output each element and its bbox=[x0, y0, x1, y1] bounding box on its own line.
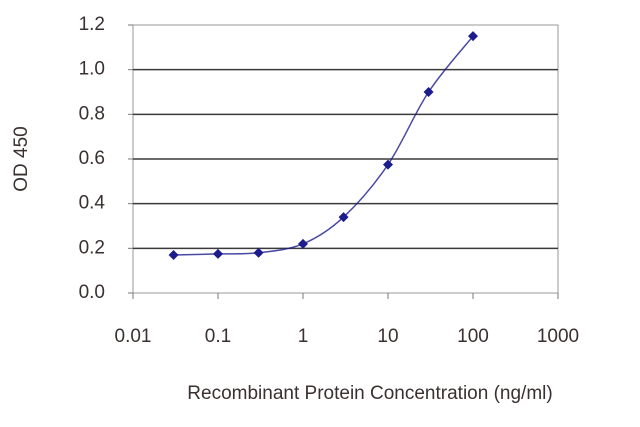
y-tick-label: 0.0 bbox=[79, 282, 105, 303]
x-tick-label: 1000 bbox=[537, 326, 579, 347]
y-tick-label: 1.2 bbox=[79, 14, 105, 35]
data-point bbox=[423, 87, 434, 97]
x-tick-label: 100 bbox=[457, 326, 489, 347]
x-tick-label: 1 bbox=[298, 326, 309, 347]
x-axis-label: Recombinant Protein Concentration (ng/ml… bbox=[187, 383, 552, 404]
y-tick-label: 1.0 bbox=[79, 59, 105, 80]
data-point bbox=[213, 248, 223, 259]
data-point bbox=[383, 159, 393, 170]
y-tick-label: 0.6 bbox=[79, 148, 105, 169]
x-tick-label: 0.01 bbox=[115, 326, 152, 347]
data-point bbox=[253, 247, 264, 258]
x-tick-label: 0.1 bbox=[205, 326, 231, 347]
data-point bbox=[168, 250, 179, 261]
y-tick-label: 0.4 bbox=[79, 193, 106, 214]
y-tick-label: 0.8 bbox=[79, 103, 105, 124]
data-point bbox=[298, 238, 308, 249]
x-tick-label: 10 bbox=[377, 326, 398, 347]
y-axis-label: OD 450 bbox=[11, 126, 32, 191]
data-point bbox=[468, 31, 478, 42]
y-tick-label: 0.2 bbox=[79, 237, 105, 258]
data-point bbox=[338, 212, 349, 223]
